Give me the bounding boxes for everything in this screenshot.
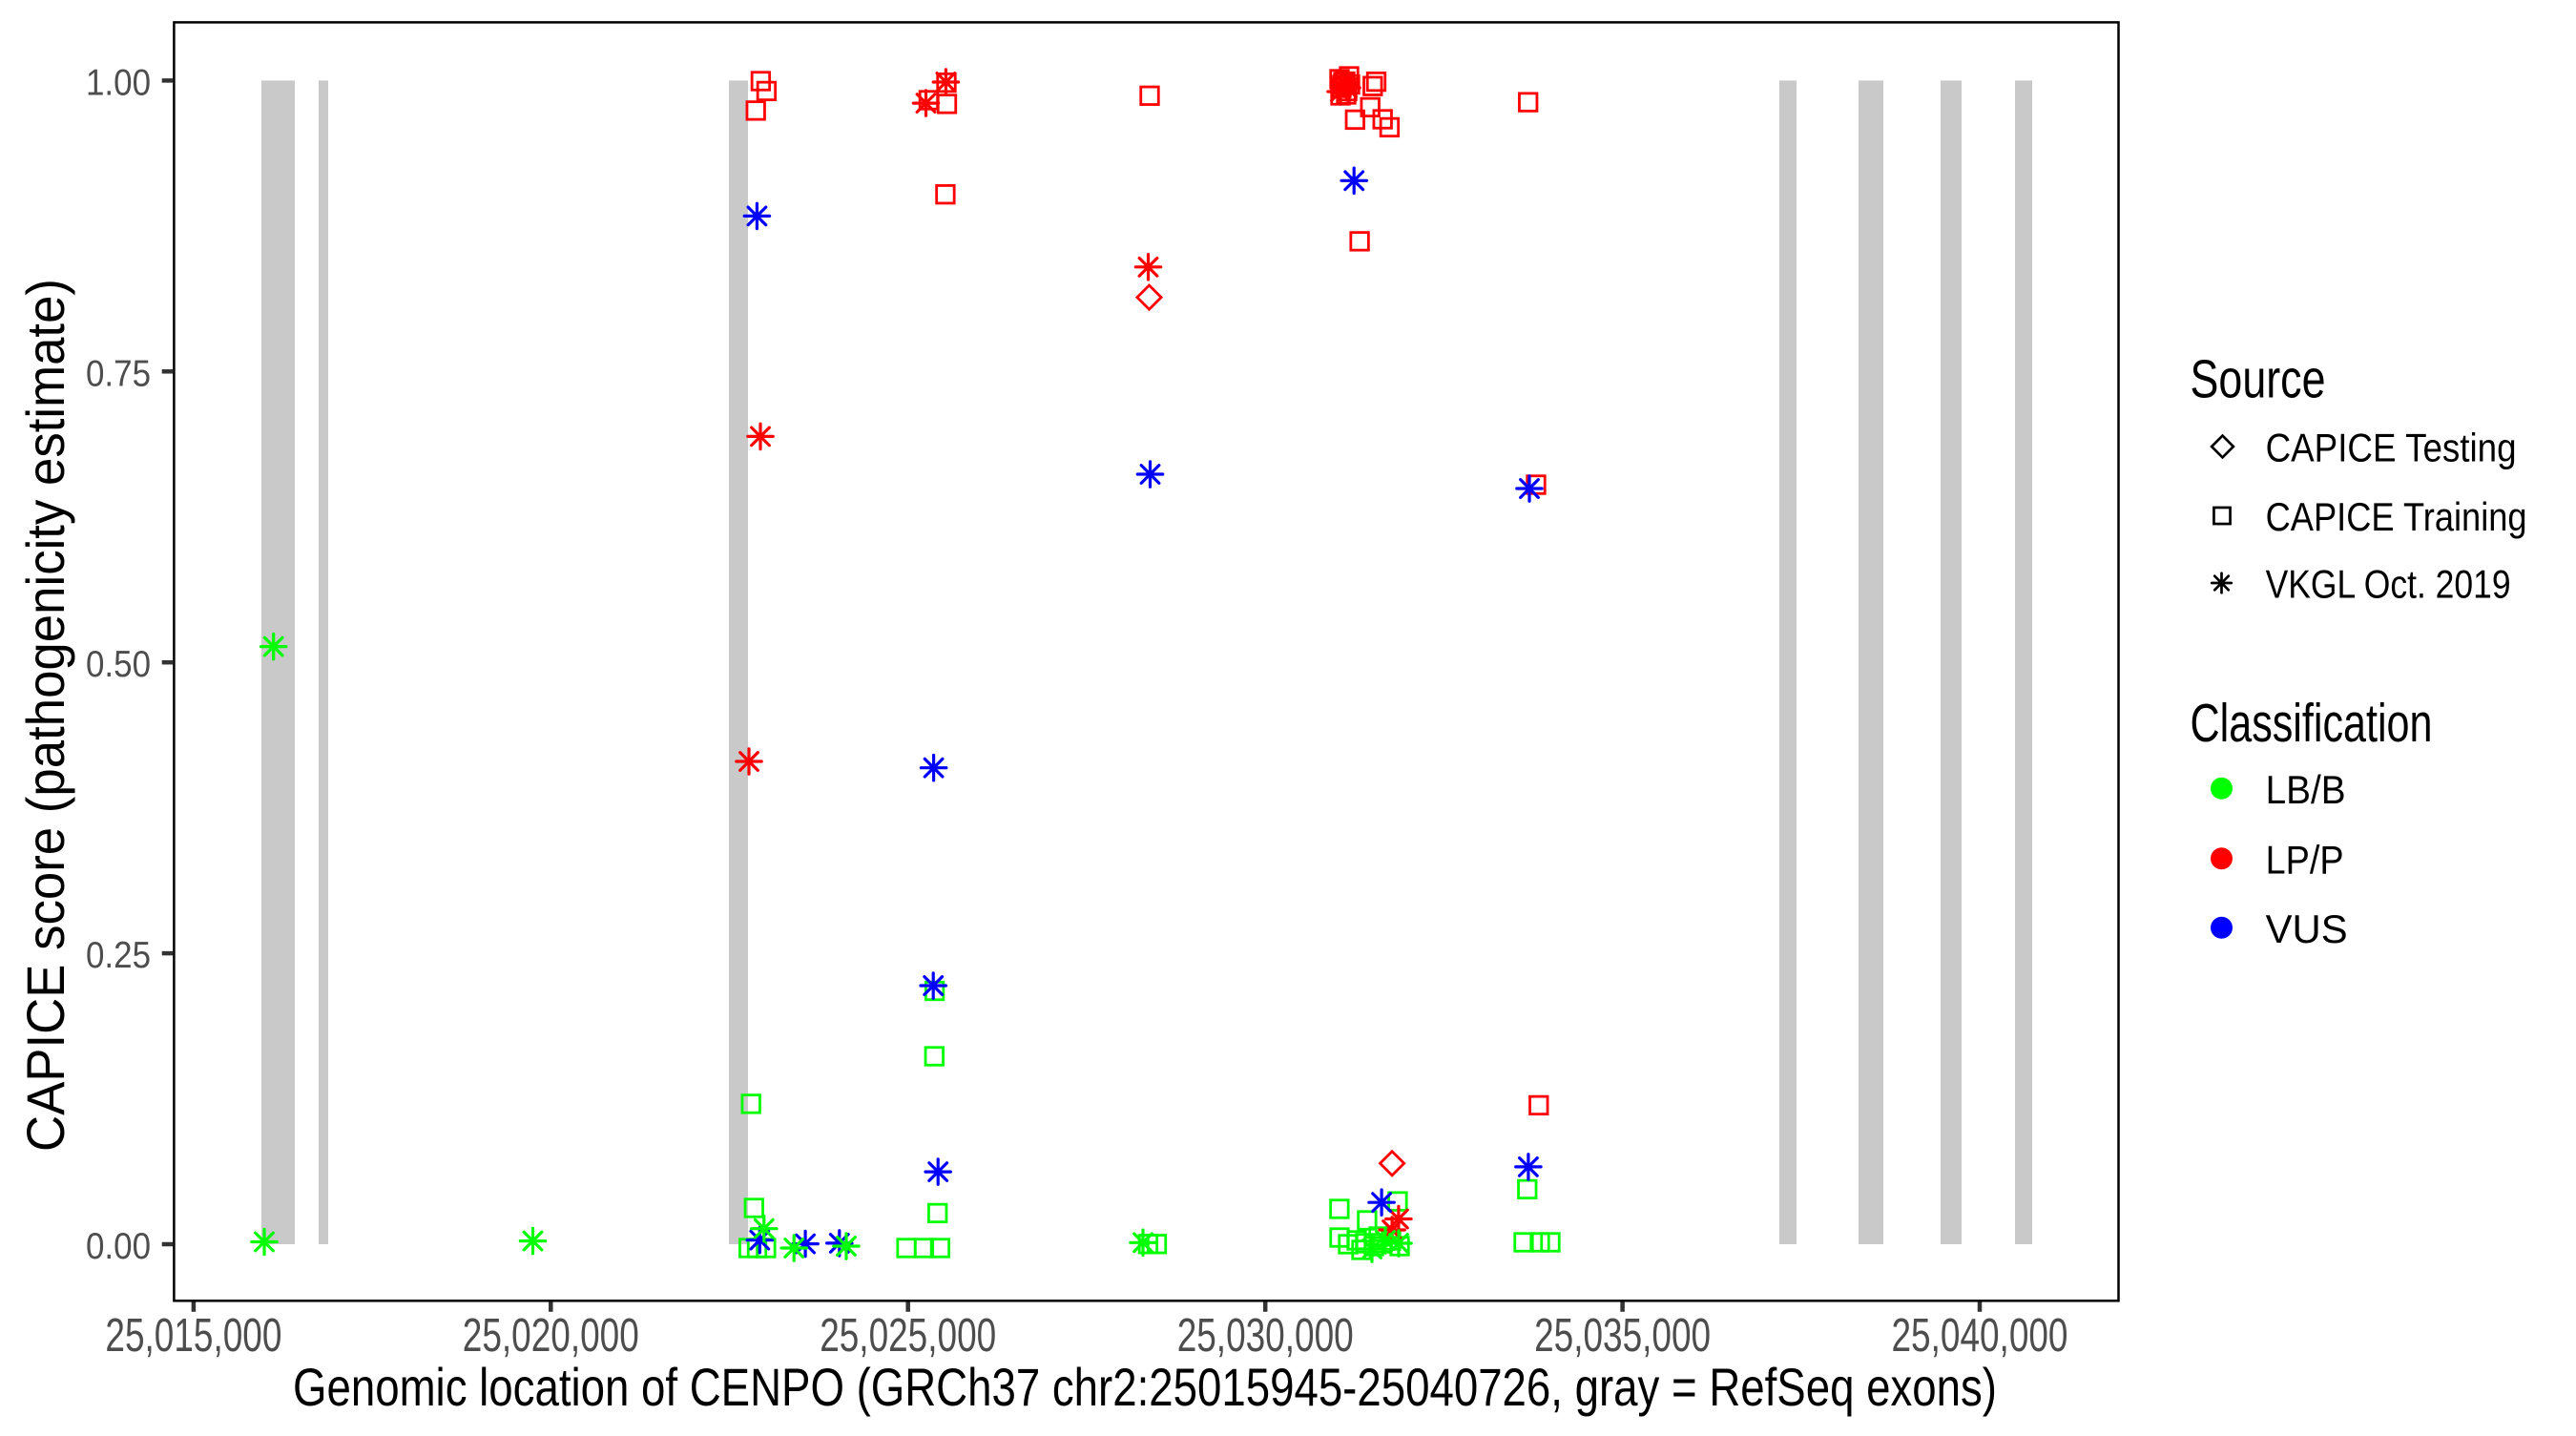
svg-text:25,040,000: 25,040,000 (1892, 1310, 2068, 1362)
svg-text:25,035,000: 25,035,000 (1534, 1310, 1711, 1362)
svg-text:0.00: 0.00 (86, 1226, 151, 1267)
svg-text:CAPICE Training: CAPICE Training (2266, 494, 2527, 539)
svg-text:LP/P: LP/P (2266, 838, 2344, 883)
svg-text:25,015,000: 25,015,000 (105, 1310, 281, 1362)
svg-text:1.00: 1.00 (86, 62, 151, 103)
svg-text:25,025,000: 25,025,000 (820, 1310, 996, 1362)
svg-text:CAPICE Testing: CAPICE Testing (2266, 426, 2517, 470)
svg-text:0.25: 0.25 (86, 935, 151, 976)
svg-text:Source: Source (2191, 349, 2326, 410)
svg-text:VUS: VUS (2266, 906, 2348, 951)
svg-text:LB/B: LB/B (2266, 767, 2346, 812)
svg-text:VKGL Oct. 2019: VKGL Oct. 2019 (2266, 562, 2511, 607)
svg-text:0.50: 0.50 (86, 644, 151, 685)
svg-text:0.75: 0.75 (86, 353, 151, 394)
svg-text:25,030,000: 25,030,000 (1177, 1310, 1354, 1362)
svg-text:CAPICE score (pathogenicity es: CAPICE score (pathogenicity estimate) (15, 279, 75, 1152)
svg-text:Classification: Classification (2191, 693, 2433, 754)
svg-text:25,020,000: 25,020,000 (463, 1310, 639, 1362)
svg-text:Genomic location of CENPO (GRC: Genomic location of CENPO (GRCh37 chr2:2… (293, 1357, 1997, 1417)
